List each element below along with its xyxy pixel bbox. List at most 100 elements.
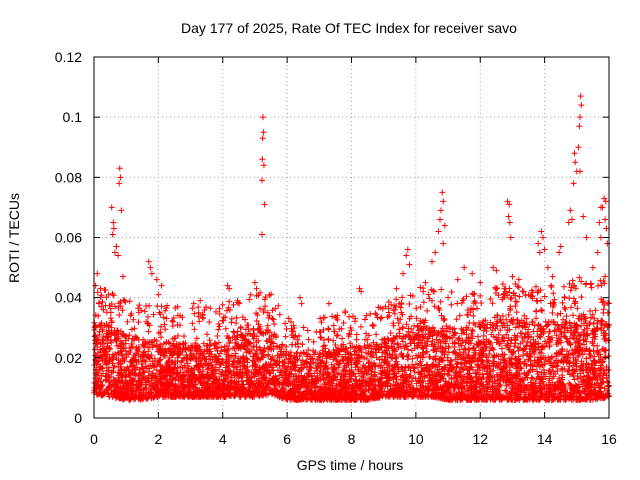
data-point <box>574 373 581 380</box>
data-point <box>583 338 590 345</box>
data-point <box>575 353 582 360</box>
data-point <box>192 340 199 347</box>
data-point <box>534 370 541 377</box>
data-point <box>600 371 607 378</box>
data-point <box>554 362 561 369</box>
data-point <box>123 354 130 361</box>
data-point <box>243 349 250 356</box>
data-point <box>432 343 439 350</box>
data-point <box>474 333 481 340</box>
data-point <box>250 343 257 350</box>
data-point <box>291 353 298 360</box>
data-point <box>502 387 509 394</box>
data-point <box>398 335 405 342</box>
data-point <box>420 345 427 352</box>
data-point <box>129 362 136 369</box>
data-point <box>237 366 244 373</box>
data-point <box>411 322 418 329</box>
data-point <box>382 340 389 347</box>
data-point <box>469 345 476 352</box>
data-point <box>518 334 525 341</box>
data-point <box>511 332 518 339</box>
data-point <box>483 325 490 332</box>
data-point <box>410 329 417 336</box>
data-point <box>517 380 524 387</box>
data-point <box>462 346 469 353</box>
data-point <box>591 315 598 322</box>
data-point <box>414 343 421 350</box>
data-point <box>512 324 519 331</box>
data-point <box>456 346 463 353</box>
data-point <box>352 373 359 380</box>
data-point <box>386 351 393 358</box>
data-point <box>156 343 163 350</box>
data-point <box>575 375 582 382</box>
data-point <box>143 384 150 391</box>
data-point <box>246 348 253 355</box>
data-point <box>114 349 121 356</box>
data-point <box>252 350 259 357</box>
data-point <box>309 355 316 362</box>
data-point <box>566 363 573 370</box>
data-point <box>450 349 457 356</box>
data-point <box>102 377 109 384</box>
data-point <box>433 348 440 355</box>
data-point <box>389 355 396 362</box>
data-point <box>517 329 524 336</box>
data-point <box>570 312 577 319</box>
data-point <box>400 338 407 345</box>
data-point <box>553 363 560 370</box>
data-point <box>363 386 370 393</box>
data-point <box>433 336 440 343</box>
data-point <box>479 320 486 327</box>
data-point <box>390 340 397 347</box>
data-point <box>604 379 611 386</box>
data-point <box>526 321 533 328</box>
data-point <box>368 348 375 355</box>
data-point <box>311 351 318 358</box>
data-point <box>428 368 435 375</box>
data-point <box>546 328 553 335</box>
data-point <box>465 340 472 347</box>
data-point <box>216 350 223 357</box>
data-point <box>354 363 361 370</box>
data-point <box>269 353 276 360</box>
data-point <box>446 335 453 342</box>
data-point <box>482 324 489 331</box>
data-point <box>599 358 606 365</box>
data-point <box>496 316 503 323</box>
data-point <box>475 319 482 326</box>
data-point <box>216 361 223 368</box>
data-point <box>590 320 597 327</box>
data-point <box>232 353 239 360</box>
data-point <box>565 367 572 374</box>
data-point <box>264 391 271 398</box>
data-point <box>414 323 421 330</box>
data-point <box>319 372 326 379</box>
data-point <box>308 364 315 371</box>
data-point <box>571 376 578 383</box>
data-point <box>530 328 537 335</box>
data-point <box>451 325 458 332</box>
data-point <box>583 331 590 338</box>
grid-lines <box>94 57 609 418</box>
data-point <box>498 345 505 352</box>
data-point <box>311 370 318 377</box>
data-point <box>409 361 416 368</box>
data-point <box>253 343 260 350</box>
data-point <box>469 326 476 333</box>
data-point <box>580 337 587 344</box>
data-point <box>529 375 536 382</box>
data-point <box>448 367 455 374</box>
chart-title: Day 177 of 2025, Rate Of TEC Index for r… <box>181 20 517 36</box>
data-point <box>594 320 601 327</box>
data-point <box>270 346 277 353</box>
data-point <box>307 363 314 370</box>
data-point <box>402 342 409 349</box>
data-point <box>553 332 560 339</box>
data-point <box>553 341 560 348</box>
data-point <box>405 346 412 353</box>
data-point <box>537 334 544 341</box>
data-point <box>605 353 612 360</box>
